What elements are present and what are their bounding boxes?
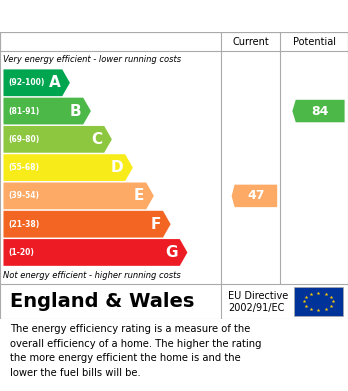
Text: A: A — [49, 75, 61, 90]
Polygon shape — [3, 69, 70, 96]
Polygon shape — [3, 126, 112, 153]
Text: Current: Current — [232, 36, 269, 47]
Text: (55-68): (55-68) — [9, 163, 40, 172]
Polygon shape — [3, 183, 154, 209]
Polygon shape — [3, 154, 133, 181]
Polygon shape — [292, 100, 345, 122]
Text: F: F — [151, 217, 161, 232]
Text: (81-91): (81-91) — [9, 107, 40, 116]
Text: Very energy efficient - lower running costs: Very energy efficient - lower running co… — [3, 55, 182, 64]
Text: 2002/91/EC: 2002/91/EC — [228, 303, 284, 313]
Text: (39-54): (39-54) — [9, 192, 40, 201]
Text: C: C — [91, 132, 102, 147]
Text: E: E — [134, 188, 144, 203]
Polygon shape — [3, 211, 171, 238]
Text: Not energy efficient - higher running costs: Not energy efficient - higher running co… — [3, 271, 181, 280]
Text: (1-20): (1-20) — [9, 248, 34, 257]
Text: (21-38): (21-38) — [9, 220, 40, 229]
Text: EU Directive: EU Directive — [228, 291, 288, 301]
Text: B: B — [70, 104, 81, 118]
Text: England & Wales: England & Wales — [10, 292, 195, 311]
Text: 84: 84 — [311, 104, 329, 118]
Text: The energy efficiency rating is a measure of the
overall efficiency of a home. T: The energy efficiency rating is a measur… — [10, 325, 262, 378]
Text: 47: 47 — [247, 189, 264, 203]
Polygon shape — [3, 98, 91, 124]
Bar — [294, 287, 343, 316]
Text: G: G — [166, 245, 178, 260]
Text: D: D — [111, 160, 124, 175]
Bar — [0, 32, 348, 51]
Text: Potential: Potential — [293, 36, 335, 47]
Polygon shape — [232, 185, 277, 207]
Polygon shape — [3, 239, 188, 266]
Text: (69-80): (69-80) — [9, 135, 40, 144]
Text: Energy Efficiency Rating: Energy Efficiency Rating — [10, 9, 220, 23]
Text: (92-100): (92-100) — [9, 78, 45, 87]
